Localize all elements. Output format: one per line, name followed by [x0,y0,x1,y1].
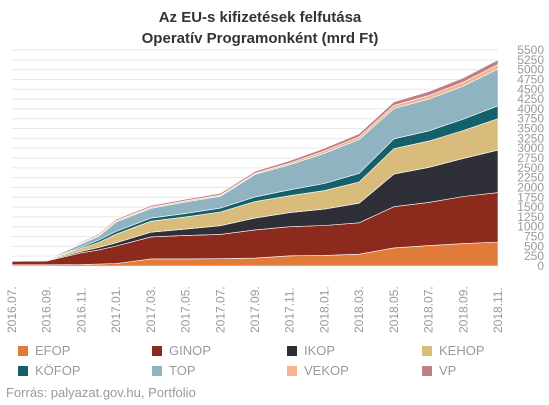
legend-swatch [422,346,432,356]
x-tick-label: 2017.05. [179,286,193,333]
y-tick-label: 3000 [517,141,544,155]
y-tick-label: 5500 [517,43,544,57]
x-tick-label: 2018.11. [491,287,505,333]
source-note: Forrás: palyazat.gov.hu, Portfolio [6,385,196,400]
series-area-vp [11,59,499,262]
x-tick-label: 2017.09. [248,286,262,333]
legend-label: VEKOP [304,363,349,378]
legend-swatch [152,346,162,356]
y-tick-label: 3250 [517,131,544,145]
y-tick-label: 2000 [517,180,544,194]
y-tick-label: 1250 [517,210,544,224]
x-tick-label: 2018.09. [456,286,470,333]
x-tick-label: 2017.01. [109,286,123,333]
x-axis: 2016.07. 2016.09. 2016.11. 2017.01. 2017.03.… [5,286,505,333]
legend-label: TOP [169,363,196,378]
legend-label: VP [439,363,456,378]
y-axis: 0250500750100012501500175020002250250027… [517,43,544,273]
y-tick-label: 5250 [517,53,544,67]
x-tick-label: 2016.09. [40,286,54,333]
legend-label: IKOP [304,343,335,358]
y-tick-label: 5000 [517,63,544,77]
y-tick-label: 4250 [517,92,544,106]
y-tick-label: 1750 [517,190,544,204]
x-tick-label: 2017.11. [283,287,297,333]
chart-title-line2: Operatív Programonként (mrd Ft) [142,30,379,47]
y-tick-label: 1000 [517,220,544,234]
plot-area [11,59,499,267]
legend-swatch [287,346,297,356]
x-tick-label: 2017.03. [144,286,158,333]
y-tick-label: 4750 [517,72,544,86]
x-tick-label: 2018.03. [352,286,366,333]
legend-swatch [287,366,297,376]
x-tick-label: 2016.11. [74,287,88,333]
legend: EFOP GINOP IKOP KEHOP KÖFOP TOP VEKOP VP [18,343,485,378]
y-tick-label: 0 [537,259,544,273]
y-tick-label: 1500 [517,200,544,214]
y-tick-label: 2500 [517,161,544,175]
x-tick-label: 2018.07. [422,286,436,333]
y-tick-label: 500 [524,239,544,253]
chart-title-line1: Az EU-s kifizetések felfutása [159,9,362,26]
y-tick-label: 750 [524,230,544,244]
x-tick-label: 2017.07. [213,286,227,333]
legend-swatch [422,366,432,376]
legend-swatch [152,366,162,376]
x-tick-label: 2018.05. [387,286,401,333]
legend-label: KEHOP [439,343,485,358]
x-tick-label: 2016.07. [5,286,19,333]
legend-label: KÖFOP [35,363,81,378]
y-tick-label: 3750 [517,112,544,126]
y-tick-label: 3500 [517,122,544,136]
y-tick-label: 250 [524,249,544,263]
y-tick-label: 2750 [517,151,544,165]
legend-swatch [18,346,28,356]
legend-swatch [18,366,28,376]
legend-label: GINOP [169,343,211,358]
legend-label: EFOP [35,343,70,358]
y-tick-label: 2250 [517,171,544,185]
x-tick-label: 2018.01. [317,286,331,333]
y-tick-label: 4000 [517,102,544,116]
y-tick-label: 4500 [517,82,544,96]
